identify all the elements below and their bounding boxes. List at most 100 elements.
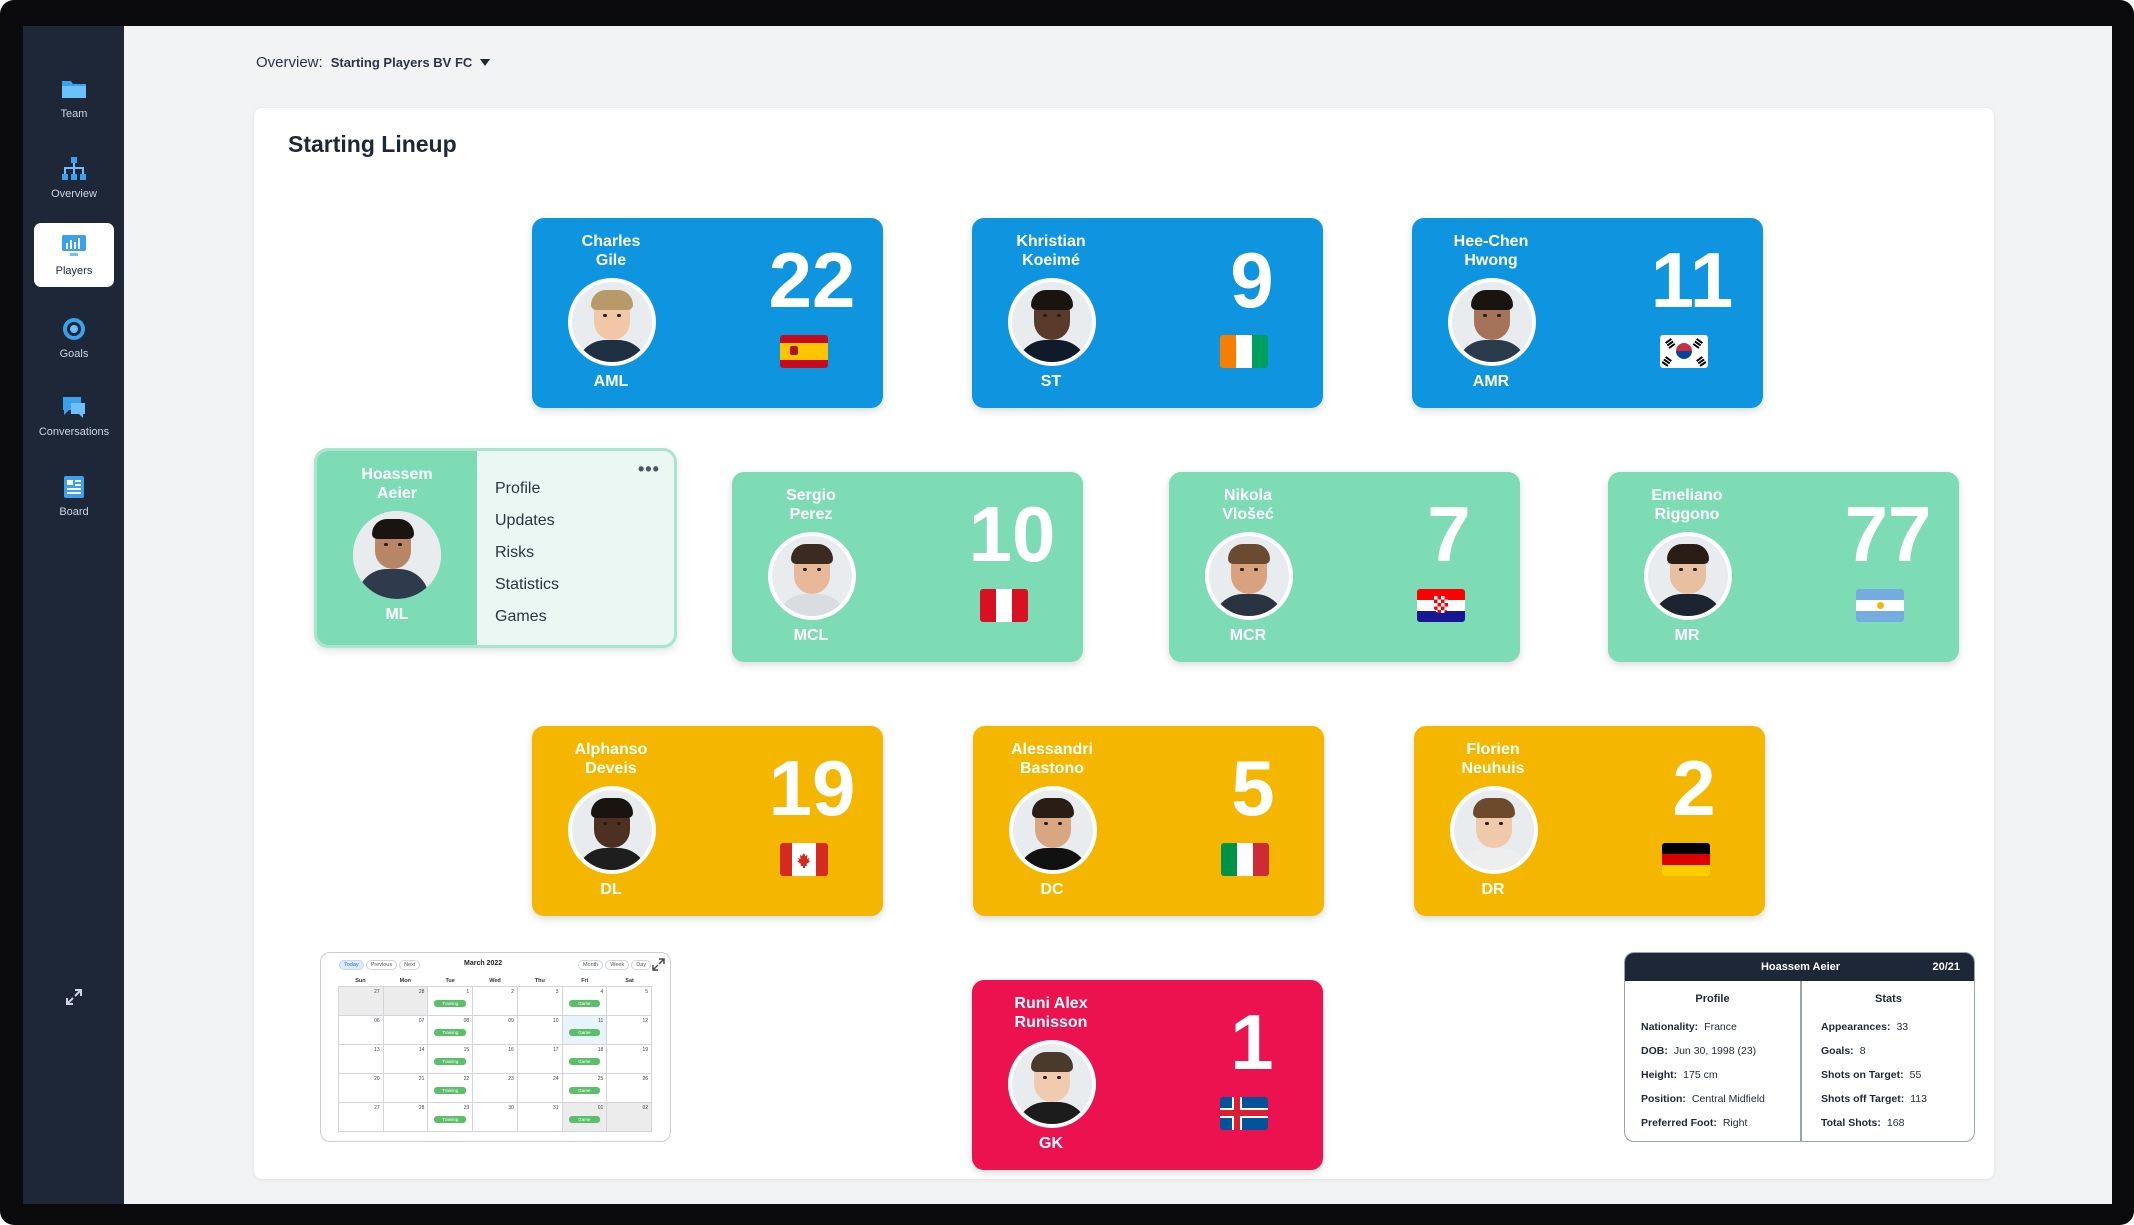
expand-icon[interactable] (65, 988, 83, 1006)
player-card[interactable]: Charles Gile AML 22 (532, 218, 883, 408)
menu-item-risks[interactable]: Risks (495, 544, 535, 561)
calendar-day[interactable]: 18 Game (562, 1045, 608, 1074)
stats-column-title: Stats (1875, 993, 1902, 1005)
calendar-event[interactable]: Game (568, 1058, 601, 1065)
calendar-day[interactable]: 23 (473, 1074, 518, 1103)
calendar-day-number: 29 (463, 1105, 470, 1111)
calendar-day[interactable]: 28 (383, 1103, 429, 1132)
calendar-day[interactable]: 30 (473, 1103, 518, 1132)
sidebar-item-players[interactable]: Players (34, 223, 114, 287)
calendar-month-button[interactable]: Month (577, 960, 604, 970)
menu-item-statistics[interactable]: Statistics (495, 576, 560, 593)
calendar-event[interactable]: Training (434, 1000, 467, 1007)
menu-item-games[interactable]: Games (495, 608, 547, 625)
calendar-day[interactable]: 10 (517, 1016, 563, 1045)
sidebar-item-board[interactable]: Board (34, 464, 114, 528)
player-card[interactable]: Florien Neuhuis DR 2 (1414, 726, 1765, 916)
more-options-icon[interactable]: ••• (638, 459, 660, 479)
team-selector-dropdown[interactable]: Starting Players BV FC (331, 55, 491, 70)
calendar-week-button[interactable]: Week (605, 960, 630, 970)
player-card-menu-open[interactable]: Hoassem Aeier ML ••• Profile Updates Ris… (314, 448, 677, 648)
calendar-day-button[interactable]: Day (631, 960, 651, 970)
player-card[interactable]: Nikola Vlošeć MCR 7 (1169, 472, 1520, 662)
calendar-day[interactable]: 14 (383, 1045, 429, 1074)
calendar-day[interactable]: 02 (607, 1103, 652, 1132)
calendar-day[interactable]: 21 (383, 1074, 429, 1103)
calendar-day[interactable]: 01 Game (562, 1103, 608, 1132)
calendar-event[interactable]: Game (568, 1116, 601, 1123)
calendar-day[interactable]: 19 (607, 1045, 652, 1074)
player-card[interactable]: Alessandri Bastono DC 5 (973, 726, 1324, 916)
player-card[interactable]: Hee-Chen Hwong AMR 11 (1412, 218, 1763, 408)
calendar-day[interactable]: 29 Training (428, 1103, 474, 1132)
player-card[interactable]: Khristian Koeimé ST 9 (972, 218, 1323, 408)
calendar-day[interactable]: 27 (339, 1103, 384, 1132)
stats-list: Appearances: 33 Goals: 8 Shots on Target: 55 S… (1821, 1015, 1927, 1135)
calendar-day[interactable]: 28 (383, 987, 429, 1016)
calendar-day[interactable]: 27 (339, 987, 384, 1016)
calendar-previous-button[interactable]: Previous (365, 960, 398, 970)
stat-value: 113 (1910, 1093, 1927, 1105)
calendar-widget[interactable]: Today Previous Next March 2022 Month Wee… (320, 952, 671, 1142)
calendar-day[interactable]: 12 (607, 1016, 652, 1045)
calendar-day-number: 22 (463, 1076, 470, 1082)
calendar-day[interactable]: 16 (473, 1045, 518, 1074)
calendar-next-button[interactable]: Next (399, 960, 421, 970)
player-name: Hee-Chen Hwong (1453, 233, 1529, 269)
player-card[interactable]: Sergio Perez MCL 10 (732, 472, 1083, 662)
calendar-day[interactable]: 1 Training (428, 987, 474, 1016)
player-number: 11 (1650, 236, 1734, 324)
calendar-day[interactable]: 20 (339, 1074, 384, 1103)
calendar-day[interactable]: 06 (339, 1016, 384, 1045)
sidebar-item-conversations[interactable]: Conversations (34, 384, 114, 448)
calendar-event[interactable]: Game (568, 1000, 601, 1007)
calendar-day-number: 01 (597, 1105, 604, 1111)
calendar-event[interactable]: Game (568, 1029, 601, 1036)
calendar-day[interactable]: 4 Game (562, 987, 608, 1016)
expand-icon[interactable] (652, 958, 665, 971)
sidebar-item-overview[interactable]: Overview (34, 146, 114, 210)
player-card[interactable]: Runi Alex Runisson GK 1 (972, 980, 1323, 1170)
calendar-day-number: 07 (418, 1018, 425, 1024)
calendar-day[interactable]: 15 Training (428, 1045, 474, 1074)
calendar-day[interactable]: 07 (383, 1016, 429, 1045)
calendar-day[interactable]: 11 Game (562, 1016, 608, 1045)
calendar-event[interactable]: Training (434, 1029, 467, 1036)
stat-value: France (1704, 1021, 1737, 1033)
calendar-event[interactable]: Training (434, 1116, 467, 1123)
calendar-event[interactable]: Game (568, 1087, 601, 1094)
sidebar-item-team[interactable]: Team (34, 66, 114, 130)
calendar-day-number: 23 (508, 1076, 514, 1082)
player-card[interactable]: Emeliano Riggono MR 77 (1608, 472, 1959, 662)
calendar-today-button[interactable]: Today (339, 960, 364, 970)
calendar-day[interactable]: 25 Game (562, 1074, 608, 1103)
calendar-day[interactable]: 31 (517, 1103, 563, 1132)
calendar-day[interactable]: 08 Training (428, 1016, 474, 1045)
calendar-day[interactable]: 13 (339, 1045, 384, 1074)
calendar-day[interactable]: 22 Training (428, 1074, 474, 1103)
player-position: AMR (1472, 373, 1510, 390)
player-name: Florien Neuhuis (1461, 741, 1525, 777)
app-screen: Team Overview Players Goals (23, 26, 2112, 1204)
calendar-day[interactable]: 09 (473, 1016, 518, 1045)
stat-label: Position: (1641, 1093, 1686, 1105)
stat-label: Goals: (1821, 1045, 1854, 1057)
calendar-event[interactable]: Training (434, 1087, 467, 1094)
menu-item-updates[interactable]: Updates (495, 512, 555, 529)
calendar-day[interactable]: 2 (473, 987, 518, 1016)
iceland-flag-icon (1220, 1097, 1268, 1130)
sidebar-item-goals[interactable]: Goals (34, 306, 114, 370)
calendar-day[interactable]: 5 (607, 987, 652, 1016)
profile-column-title: Profile (1695, 993, 1730, 1005)
menu-item-profile[interactable]: Profile (495, 480, 541, 497)
stat-row: Total Shots: 168 (1821, 1111, 1927, 1135)
calendar-day[interactable]: 17 (517, 1045, 563, 1074)
calendar-day[interactable]: 26 (607, 1074, 652, 1103)
calendar-day[interactable]: 3 (517, 987, 563, 1016)
calendar-event[interactable]: Training (434, 1058, 467, 1065)
player-name: Hoassem Aeier (361, 466, 433, 502)
avatar (1450, 786, 1538, 874)
sidebar-item-label: Conversations (38, 426, 110, 438)
calendar-day[interactable]: 24 (517, 1074, 563, 1103)
player-card[interactable]: Alphanso Deveis DL 19 (532, 726, 883, 916)
